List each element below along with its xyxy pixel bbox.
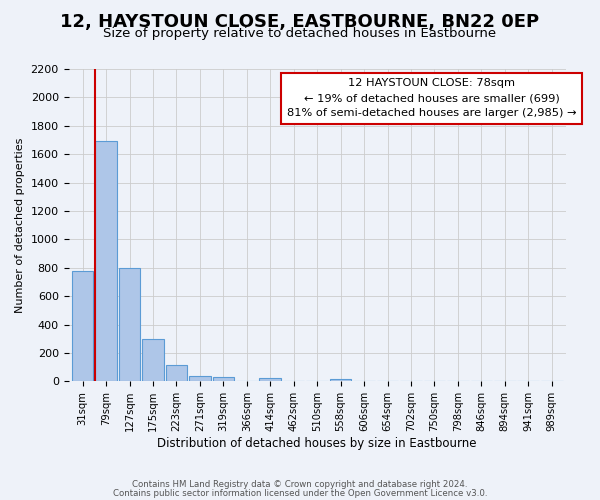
Text: Contains HM Land Registry data © Crown copyright and database right 2024.: Contains HM Land Registry data © Crown c… [132,480,468,489]
Y-axis label: Number of detached properties: Number of detached properties [15,138,25,313]
Bar [119,268,140,382]
Bar [142,340,164,382]
Text: Contains public sector information licensed under the Open Government Licence v3: Contains public sector information licen… [113,488,487,498]
X-axis label: Distribution of detached houses by size in Eastbourne: Distribution of detached houses by size … [157,437,477,450]
Bar [259,378,281,382]
Text: Size of property relative to detached houses in Eastbourne: Size of property relative to detached ho… [103,28,497,40]
Bar [212,377,234,382]
Bar [189,376,211,382]
Bar [72,272,94,382]
Bar [95,142,117,382]
Bar [330,378,352,382]
Text: 12, HAYSTOUN CLOSE, EASTBOURNE, BN22 0EP: 12, HAYSTOUN CLOSE, EASTBOURNE, BN22 0EP [61,12,539,30]
Text: 12 HAYSTOUN CLOSE: 78sqm
← 19% of detached houses are smaller (699)
81% of semi-: 12 HAYSTOUN CLOSE: 78sqm ← 19% of detach… [287,78,576,118]
Bar [166,365,187,382]
